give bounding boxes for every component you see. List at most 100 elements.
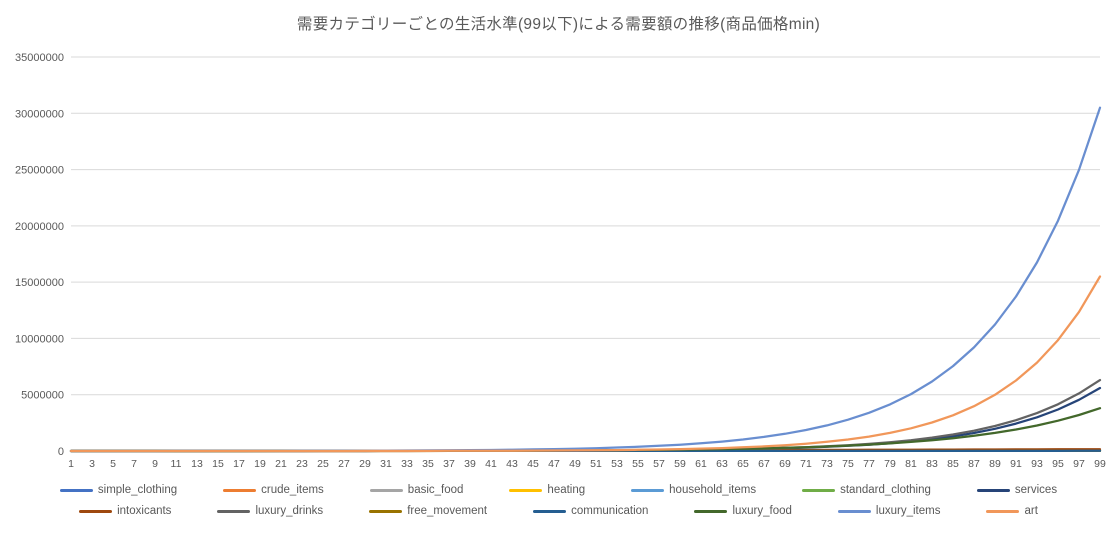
legend-item-communication[interactable]: communication: [533, 505, 648, 517]
y-axis-tick-label: 15000000: [15, 277, 64, 289]
legend-swatch-art: [986, 509, 1020, 513]
legend-item-basic_food[interactable]: basic_food: [369, 484, 463, 496]
legend-item-art[interactable]: art: [986, 505, 1038, 517]
legend-item-luxury_food[interactable]: luxury_food: [694, 505, 792, 517]
legend-swatch-basic_food: [369, 488, 403, 492]
legend-swatch-luxury_drinks: [217, 509, 251, 513]
x-axis-tick-label: 7: [131, 458, 137, 470]
series-line-luxury_items[interactable]: [69, 106, 1102, 453]
x-axis-tick-label: 95: [1052, 458, 1064, 470]
x-axis-tick-label: 55: [632, 458, 644, 470]
x-axis-tick-label: 89: [989, 458, 1001, 470]
x-axis-tick-label: 87: [968, 458, 980, 470]
legend-item-standard_clothing[interactable]: standard_clothing: [802, 484, 931, 496]
legend-label: crude_items: [261, 484, 324, 496]
series-line-luxury_food[interactable]: [69, 407, 1102, 453]
x-axis-tick-label: 65: [737, 458, 749, 470]
x-axis-tick-label: 57: [653, 458, 665, 470]
legend-swatch-communication: [533, 509, 567, 513]
x-axis-tick-label: 17: [233, 458, 245, 470]
legend-swatch-household_items: [631, 488, 665, 492]
x-axis-tick-label: 85: [947, 458, 959, 470]
x-axis-tick-label: 5: [110, 458, 116, 470]
x-axis-tick-label: 29: [359, 458, 371, 470]
x-axis-tick-label: 83: [926, 458, 938, 470]
x-axis-tick-label: 31: [380, 458, 392, 470]
x-axis-tick-label: 91: [1010, 458, 1022, 470]
legend-swatch-intoxicants: [79, 509, 113, 513]
legend-item-luxury_items[interactable]: luxury_items: [837, 505, 941, 517]
x-axis-tick-label: 43: [506, 458, 518, 470]
series-line-art[interactable]: [69, 275, 1102, 453]
legend-swatch-services: [976, 488, 1010, 492]
legend-label: heating: [547, 484, 586, 496]
legend-label: communication: [571, 505, 649, 517]
x-axis-tick-label: 15: [212, 458, 224, 470]
legend-swatch-crude_items: [223, 488, 257, 492]
legend-label: luxury_items: [875, 505, 941, 517]
x-axis-tick-label: 67: [758, 458, 770, 470]
y-axis-tick-label: 10000000: [15, 333, 64, 345]
x-axis-tick-label: 37: [443, 458, 455, 470]
x-axis-tick-label: 75: [842, 458, 854, 470]
x-axis-tick-label: 11: [171, 458, 182, 470]
x-axis-tick-label: 45: [527, 458, 539, 470]
legend-item-luxury_drinks[interactable]: luxury_drinks: [217, 505, 323, 517]
x-axis-tick-label: 49: [569, 458, 581, 470]
x-axis-tick-label: 71: [800, 458, 812, 470]
x-axis-tick-label: 27: [338, 458, 350, 470]
x-axis-tick-label: 77: [863, 458, 875, 470]
x-axis-tick-label: 81: [905, 458, 917, 470]
legend-label: household_items: [669, 484, 757, 496]
legend-label: intoxicants: [117, 505, 172, 517]
x-axis-tick-label: 61: [695, 458, 707, 470]
y-axis-tick-label: 35000000: [15, 52, 64, 64]
series-line-luxury_drinks[interactable]: [69, 378, 1102, 453]
legend-row-2: intoxicants luxury_drinks free_movement com…: [0, 505, 1117, 517]
legend-swatch-luxury_items: [837, 509, 871, 513]
x-axis-tick-label: 79: [884, 458, 896, 470]
legend-label: free_movement: [407, 505, 488, 517]
x-axis-tick-label: 9: [152, 458, 158, 470]
y-axis-tick-label: 5000000: [21, 390, 64, 402]
x-axis-tick-label: 39: [464, 458, 476, 470]
legend-item-heating[interactable]: heating: [509, 484, 585, 496]
legend-swatch-luxury_food: [694, 509, 728, 513]
legend-item-intoxicants[interactable]: intoxicants: [79, 505, 171, 517]
y-axis-tick-label: 30000000: [15, 108, 64, 120]
x-axis-tick-label: 19: [254, 458, 266, 470]
x-axis-tick-label: 63: [716, 458, 728, 470]
x-axis-tick-label: 73: [821, 458, 833, 470]
x-axis-tick-label: 21: [275, 458, 287, 470]
x-axis-tick-label: 23: [296, 458, 308, 470]
x-axis-tick-label: 3: [89, 458, 95, 470]
legend-item-crude_items[interactable]: crude_items: [223, 484, 324, 496]
x-axis-tick-label: 41: [485, 458, 497, 470]
y-axis-tick-label: 20000000: [15, 221, 64, 233]
legend-item-household_items[interactable]: household_items: [631, 484, 756, 496]
y-axis-tick-label: 25000000: [15, 165, 64, 177]
x-axis-tick-label: 33: [401, 458, 413, 470]
x-axis-tick-label: 59: [674, 458, 686, 470]
legend-swatch-heating: [509, 488, 543, 492]
x-axis-tick-label: 47: [548, 458, 560, 470]
x-axis-tick-label: 51: [590, 458, 602, 470]
x-axis-tick-label: 13: [191, 458, 203, 470]
chart-plot-area: 0 5000000 10000000 15000000 20000000 25000000…: [15, 52, 1106, 470]
legend-label: standard_clothing: [840, 484, 931, 496]
legend-label: luxury_drinks: [255, 505, 324, 517]
x-axis-tick-label: 97: [1073, 458, 1085, 470]
legend-swatch-free_movement: [369, 509, 403, 513]
legend-label: services: [1014, 484, 1058, 496]
legend-label: simple_clothing: [97, 484, 178, 496]
legend-item-services[interactable]: services: [976, 484, 1058, 496]
legend-item-simple_clothing[interactable]: simple_clothing: [59, 484, 178, 496]
legend-label: luxury_food: [732, 505, 792, 517]
y-axis-tick-label: 0: [58, 446, 64, 458]
legend-item-free_movement[interactable]: free_movement: [369, 505, 487, 517]
series-line-services[interactable]: [69, 386, 1102, 453]
x-axis-tick-label: 93: [1031, 458, 1043, 470]
legend-swatch-standard_clothing: [802, 488, 836, 492]
x-axis-tick-label: 99: [1094, 458, 1106, 470]
